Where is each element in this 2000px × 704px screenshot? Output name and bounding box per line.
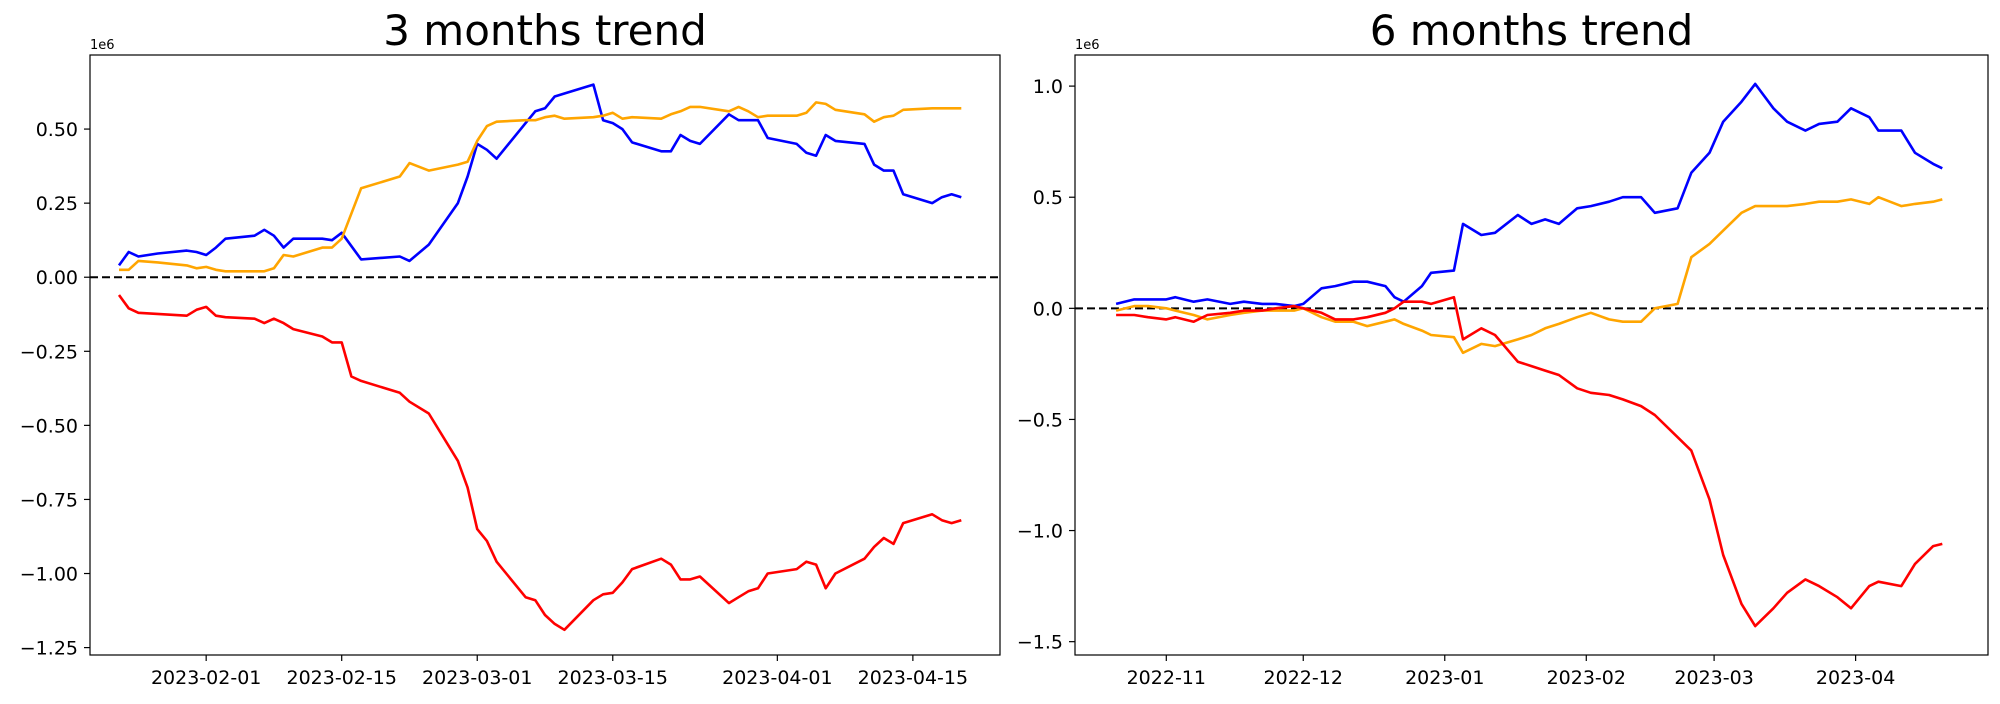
x-tick-label: 2022-11 xyxy=(1127,667,1206,689)
x-tick-label: 2023-04-01 xyxy=(722,667,832,689)
y-tick-label: 1.0 xyxy=(1033,76,1063,98)
x-tick-label: 2023-01 xyxy=(1405,667,1484,689)
x-tick-label: 2022-12 xyxy=(1264,667,1343,689)
plot-frame xyxy=(1074,54,1989,656)
x-tick-label: 2023-04-15 xyxy=(858,667,968,689)
y-tick-label: −0.5 xyxy=(1017,409,1063,431)
y-tick-label: −1.0 xyxy=(1017,521,1063,543)
series-line-1 xyxy=(117,83,962,267)
series-line-2 xyxy=(119,101,962,273)
x-tick-label: 2023-03-01 xyxy=(422,667,532,689)
series-line-2 xyxy=(1115,195,1943,355)
series-line-3 xyxy=(117,294,962,632)
y-tick-label: −1.25 xyxy=(20,638,78,660)
y-tick-label: −1.5 xyxy=(1017,632,1063,654)
y-tick-label: −1.00 xyxy=(20,564,78,586)
x-tick-label: 2023-02 xyxy=(1547,667,1626,689)
y-tick-label: −0.50 xyxy=(20,415,78,437)
x-tick-label: 2023-03 xyxy=(1674,667,1753,689)
y-tick-label: −0.75 xyxy=(20,489,78,511)
x-tick-label: 2023-02-15 xyxy=(286,667,396,689)
x-tick-label: 2023-02-01 xyxy=(151,667,261,689)
y-tick-label: 0.25 xyxy=(36,193,78,215)
y-tick-label: 0.0 xyxy=(1033,298,1063,320)
y-tick-label: −0.25 xyxy=(20,341,78,363)
plot-frame xyxy=(89,54,1001,656)
x-tick-label: 2023-04 xyxy=(1816,667,1895,689)
chart-panel-2: 1.0 0.5 0.0 −0.5 −1.0 −1.5 2022-11 2022-12 2023-… xyxy=(1017,6,1989,689)
series-line-1 xyxy=(1115,82,1943,308)
x-tick-label: 2023-03-15 xyxy=(558,667,668,689)
y-tick-label: 0.00 xyxy=(36,267,78,289)
chart-title: 3 months trend xyxy=(383,6,707,55)
y-offset-label: 1e6 xyxy=(90,38,115,53)
chart-title: 6 months trend xyxy=(1370,6,1694,55)
y-tick-label: 0.5 xyxy=(1033,187,1063,209)
y-tick-label: 0.50 xyxy=(36,119,78,141)
chart-panel-1: 0.50 0.25 0.00 −0.25 −0.50 −0.75 −1.00 −1.25 202… xyxy=(20,6,1001,689)
series-line-3 xyxy=(1116,295,1943,628)
y-offset-label: 1e6 xyxy=(1075,38,1100,53)
